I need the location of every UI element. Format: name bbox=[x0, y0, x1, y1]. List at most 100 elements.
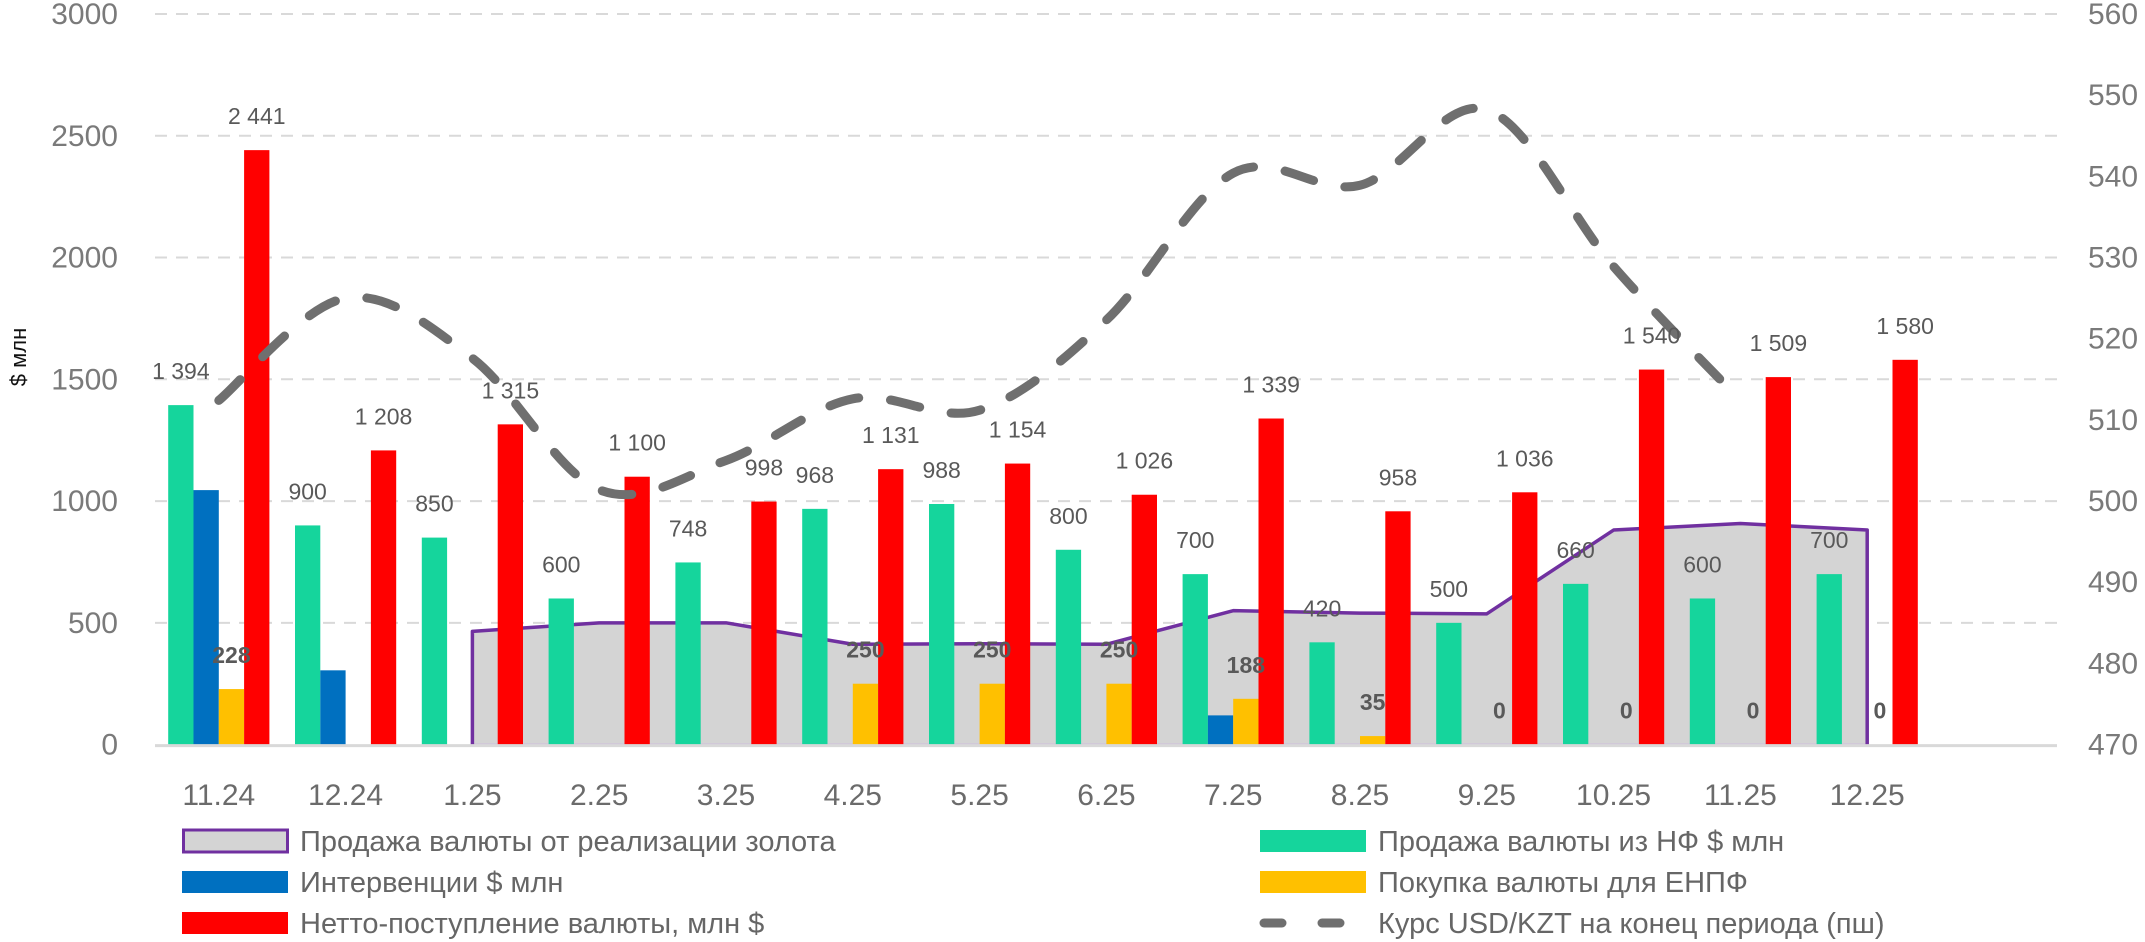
nf-sales-label: 660 bbox=[1556, 537, 1594, 563]
x-tick-label: 5.25 bbox=[950, 779, 1008, 812]
net-inflow-bar bbox=[1131, 494, 1157, 745]
nf-sales-label: 420 bbox=[1303, 595, 1341, 621]
nf-sales-bar bbox=[168, 405, 194, 745]
net-inflow-bar bbox=[1385, 511, 1411, 745]
legend-label: Покупка валюты для ЕНПФ bbox=[1378, 867, 1748, 899]
nf-sales-bar bbox=[548, 598, 574, 745]
intervention-bar bbox=[1207, 715, 1234, 745]
legend-nf-sales: Продажа валюты из НФ $ млн bbox=[1260, 826, 1784, 858]
enpf-purchase-label: 0 bbox=[1747, 698, 1760, 724]
net-inflow-label: 1 580 bbox=[1876, 313, 1934, 339]
x-tick-label: 10.25 bbox=[1576, 779, 1651, 812]
enpf-purchase-bar bbox=[218, 689, 245, 745]
enpf-purchase-label: 250 bbox=[846, 637, 884, 663]
y2-tick-label: 560 bbox=[2088, 0, 2138, 31]
net-inflow-bar bbox=[751, 501, 777, 745]
x-tick-label: 11.24 bbox=[182, 779, 255, 812]
x-tick-label: 12.24 bbox=[308, 779, 383, 812]
nf-sales-label: 500 bbox=[1430, 576, 1468, 602]
enpf-purchase-bar bbox=[1233, 698, 1259, 745]
x-tick-label: 6.25 bbox=[1077, 779, 1135, 812]
nf-sales-bar bbox=[1816, 574, 1842, 745]
net-inflow-label: 958 bbox=[1379, 464, 1417, 490]
net-inflow-bar bbox=[497, 424, 523, 745]
x-tick-label: 9.25 bbox=[1458, 779, 1516, 812]
nf-sales-bar bbox=[1689, 598, 1716, 745]
y-tick-label: 500 bbox=[68, 607, 118, 640]
usd-kzt-line bbox=[214, 103, 1745, 500]
enpf-purchase-label: 0 bbox=[1493, 698, 1506, 724]
y-axis-right: 470 480 490 500 510 520 530 540 550 560 bbox=[2088, 0, 2138, 762]
legend-enpf-purchase: Покупка валюты для ЕНПФ bbox=[1260, 867, 1748, 899]
enpf-purchase-label: 250 bbox=[1100, 637, 1138, 663]
net-inflow-bar bbox=[370, 450, 397, 745]
enpf-purchase-label: 0 bbox=[1620, 698, 1633, 724]
enpf-purchase-label: 0 bbox=[1873, 698, 1886, 724]
y2-tick-label: 520 bbox=[2088, 323, 2138, 356]
nf-sales-label: 600 bbox=[542, 551, 580, 577]
nf-sales-bar bbox=[1182, 574, 1208, 745]
net-inflow-label: 1 208 bbox=[355, 403, 413, 429]
y2-tick-label: 470 bbox=[2088, 729, 2138, 762]
nf-sales-label: 748 bbox=[669, 515, 707, 541]
y-tick-label: 2500 bbox=[51, 120, 118, 153]
net-inflow-bar bbox=[624, 476, 650, 745]
x-tick-label: 1.25 bbox=[443, 779, 501, 812]
legend-label: Курс USD/KZT на конец периода (пш) bbox=[1378, 908, 1885, 940]
y2-tick-label: 500 bbox=[2088, 485, 2138, 518]
net-inflow-label: 1 315 bbox=[482, 377, 540, 403]
nf-sales-label: 1 394 bbox=[152, 358, 210, 384]
legend-net-inflow: Нетто-поступление валюты, млн $ bbox=[182, 908, 764, 940]
net-inflow-bar bbox=[1004, 463, 1031, 745]
nf-sales-bar bbox=[1563, 583, 1589, 745]
legend-gold-sales: Продажа валюты от реализации золота bbox=[182, 826, 837, 858]
y-tick-label: 3000 bbox=[51, 0, 118, 31]
y2-tick-label: 490 bbox=[2088, 566, 2138, 599]
x-tick-label: 2.25 bbox=[570, 779, 628, 812]
net-inflow-label: 1 509 bbox=[1750, 330, 1808, 356]
gold-area-outline bbox=[470, 521, 1869, 745]
nf-sales-bar bbox=[1436, 622, 1462, 745]
net-inflow-bar bbox=[1892, 359, 1918, 745]
nf-sales-bar bbox=[802, 508, 828, 745]
legend-label: Продажа валюты от реализации золота bbox=[300, 826, 837, 858]
enpf-purchase-label: 228 bbox=[212, 642, 251, 668]
legend-swatch bbox=[1260, 830, 1366, 852]
nf-sales-bar bbox=[1309, 642, 1335, 745]
y2-tick-label: 550 bbox=[2088, 79, 2138, 112]
enpf-purchase-label: 250 bbox=[973, 637, 1011, 663]
y-tick-label: 2000 bbox=[51, 242, 118, 275]
net-inflow-bar bbox=[1765, 377, 1791, 745]
data-labels: 1 394 900 850 600 748 968 988 800 700 420 500 660 60… bbox=[152, 103, 1934, 723]
legend: Продажа валюты от реализации золота Прода… bbox=[182, 826, 1885, 940]
net-inflow-bar bbox=[1638, 369, 1665, 745]
net-inflow-bar bbox=[1512, 492, 1538, 745]
x-tick-label: 8.25 bbox=[1331, 779, 1389, 812]
nf-sales-label: 700 bbox=[1810, 527, 1848, 553]
net-inflow-bar bbox=[1258, 418, 1284, 745]
enpf-purchase-bar bbox=[852, 683, 879, 745]
x-tick-label: 12.25 bbox=[1830, 779, 1905, 812]
y-axis-left: 0 500 1000 1500 2000 2500 3000 bbox=[51, 0, 118, 762]
net-inflow-label: 1 131 bbox=[862, 422, 920, 448]
x-tick-label: 3.25 bbox=[697, 779, 755, 812]
legend-interventions: Интервенции $ млн bbox=[182, 867, 563, 899]
nf-sales-bar bbox=[675, 562, 701, 745]
nf-sales-bar bbox=[929, 503, 955, 745]
legend-label: Продажа валюты из НФ $ млн bbox=[1378, 826, 1784, 858]
net-inflow-label: 1 339 bbox=[1242, 372, 1300, 398]
x-tick-label: 11.25 bbox=[1704, 779, 1777, 812]
x-tick-label: 4.25 bbox=[824, 779, 882, 812]
nf-sales-label: 600 bbox=[1683, 551, 1721, 577]
legend-usd-kzt: Курс USD/KZT на конец периода (пш) bbox=[1259, 908, 1885, 940]
legend-label: Нетто-поступление валюты, млн $ bbox=[300, 908, 764, 940]
nf-sales-label: 988 bbox=[922, 457, 960, 483]
net-inflow-label: 1 154 bbox=[989, 417, 1047, 443]
net-inflow-bar bbox=[244, 150, 270, 745]
net-inflow-label: 1 036 bbox=[1496, 445, 1554, 471]
enpf-purchase-label: 188 bbox=[1227, 652, 1266, 678]
enpf-purchase-bar bbox=[979, 683, 1005, 745]
bars bbox=[168, 150, 1918, 745]
y-tick-label: 1000 bbox=[51, 485, 118, 518]
